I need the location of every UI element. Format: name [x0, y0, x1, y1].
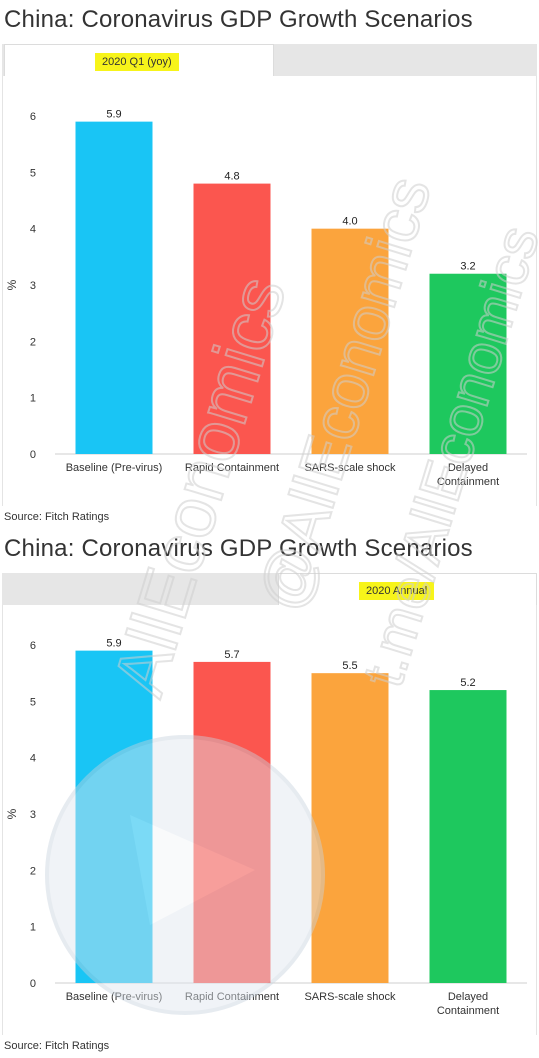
y-tick-label: 0 [30, 978, 36, 990]
source-note: Source: Fitch Ratings [4, 511, 110, 523]
bar [429, 273, 507, 454]
y-tick-label: 0 [30, 449, 36, 461]
y-tick-label: 6 [30, 111, 36, 123]
x-tick-label: Rapid Containment [185, 991, 279, 1003]
y-tick-label: 5 [30, 696, 36, 708]
data-label: 4.8 [224, 171, 239, 183]
tab-2020-q1[interactable]: 2020 Q1 (yoy) [4, 44, 274, 80]
y-tick-label: 2 [30, 865, 36, 877]
bar [193, 661, 271, 983]
x-tick-label: Rapid Containment [185, 462, 279, 474]
chart-panel-annual: China: Coronavirus GDP Growth Scenarios … [0, 529, 539, 1058]
x-tick-label: Delayed [448, 991, 488, 1003]
bar [75, 650, 153, 983]
tab-2020-annual[interactable]: 2020 Annual [278, 573, 537, 609]
chart-title: China: Coronavirus GDP Growth Scenarios [4, 535, 473, 562]
y-axis-label: % [5, 279, 19, 290]
x-tick-label: Containment [437, 1005, 499, 1017]
data-label: 5.7 [224, 649, 239, 661]
y-tick-label: 4 [30, 224, 36, 236]
bar [429, 690, 507, 983]
x-tick-label: Baseline (Pre-virus) [66, 991, 163, 1003]
data-label: 5.9 [106, 638, 121, 650]
tab-bar: 2020 Q1 (yoy) [2, 44, 537, 80]
y-axis-label: % [5, 808, 19, 819]
y-tick-label: 1 [30, 922, 36, 934]
y-tick-label: 5 [30, 167, 36, 179]
data-label: 5.9 [106, 109, 121, 121]
y-tick-label: 4 [30, 753, 36, 765]
bar [75, 121, 153, 454]
bar [193, 183, 271, 454]
x-tick-label: SARS-scale shock [304, 462, 396, 474]
bar [311, 228, 389, 454]
y-tick-label: 2 [30, 336, 36, 348]
x-tick-label: SARS-scale shock [304, 991, 396, 1003]
y-tick-label: 6 [30, 640, 36, 652]
bar-chart-annual: 0 1 2 3 4 5 6% 5.9 Baseline (Pre-virus) 5.7 Rapid … [5, 638, 527, 1017]
data-label: 4.0 [342, 216, 357, 228]
data-label: 5.2 [460, 677, 475, 689]
x-tick-label: Baseline (Pre-virus) [66, 462, 163, 474]
y-tick-label: 3 [30, 280, 36, 292]
data-label: 5.5 [342, 660, 357, 672]
chart-title: China: Coronavirus GDP Growth Scenarios [4, 6, 473, 33]
chart-panel-q1: China: Coronavirus GDP Growth Scenarios … [2, 6, 537, 523]
x-tick-label: Delayed [448, 462, 488, 474]
source-note: Source: Fitch Ratings [4, 1040, 110, 1052]
tab-label: 2020 Annual [359, 582, 435, 600]
x-tick-label: Containment [437, 476, 499, 488]
tab-bar: 2020 Annual [2, 573, 537, 609]
bar [311, 673, 389, 983]
y-tick-label: 1 [30, 393, 36, 405]
tab-label: 2020 Q1 (yoy) [95, 53, 179, 71]
bar-chart-q1: 0 1 2 3 4 5 6% 5.9 Baseline (Pre-virus) 4.8 Rapid … [5, 109, 527, 488]
y-tick-label: 3 [30, 809, 36, 821]
data-label: 3.2 [460, 261, 475, 273]
